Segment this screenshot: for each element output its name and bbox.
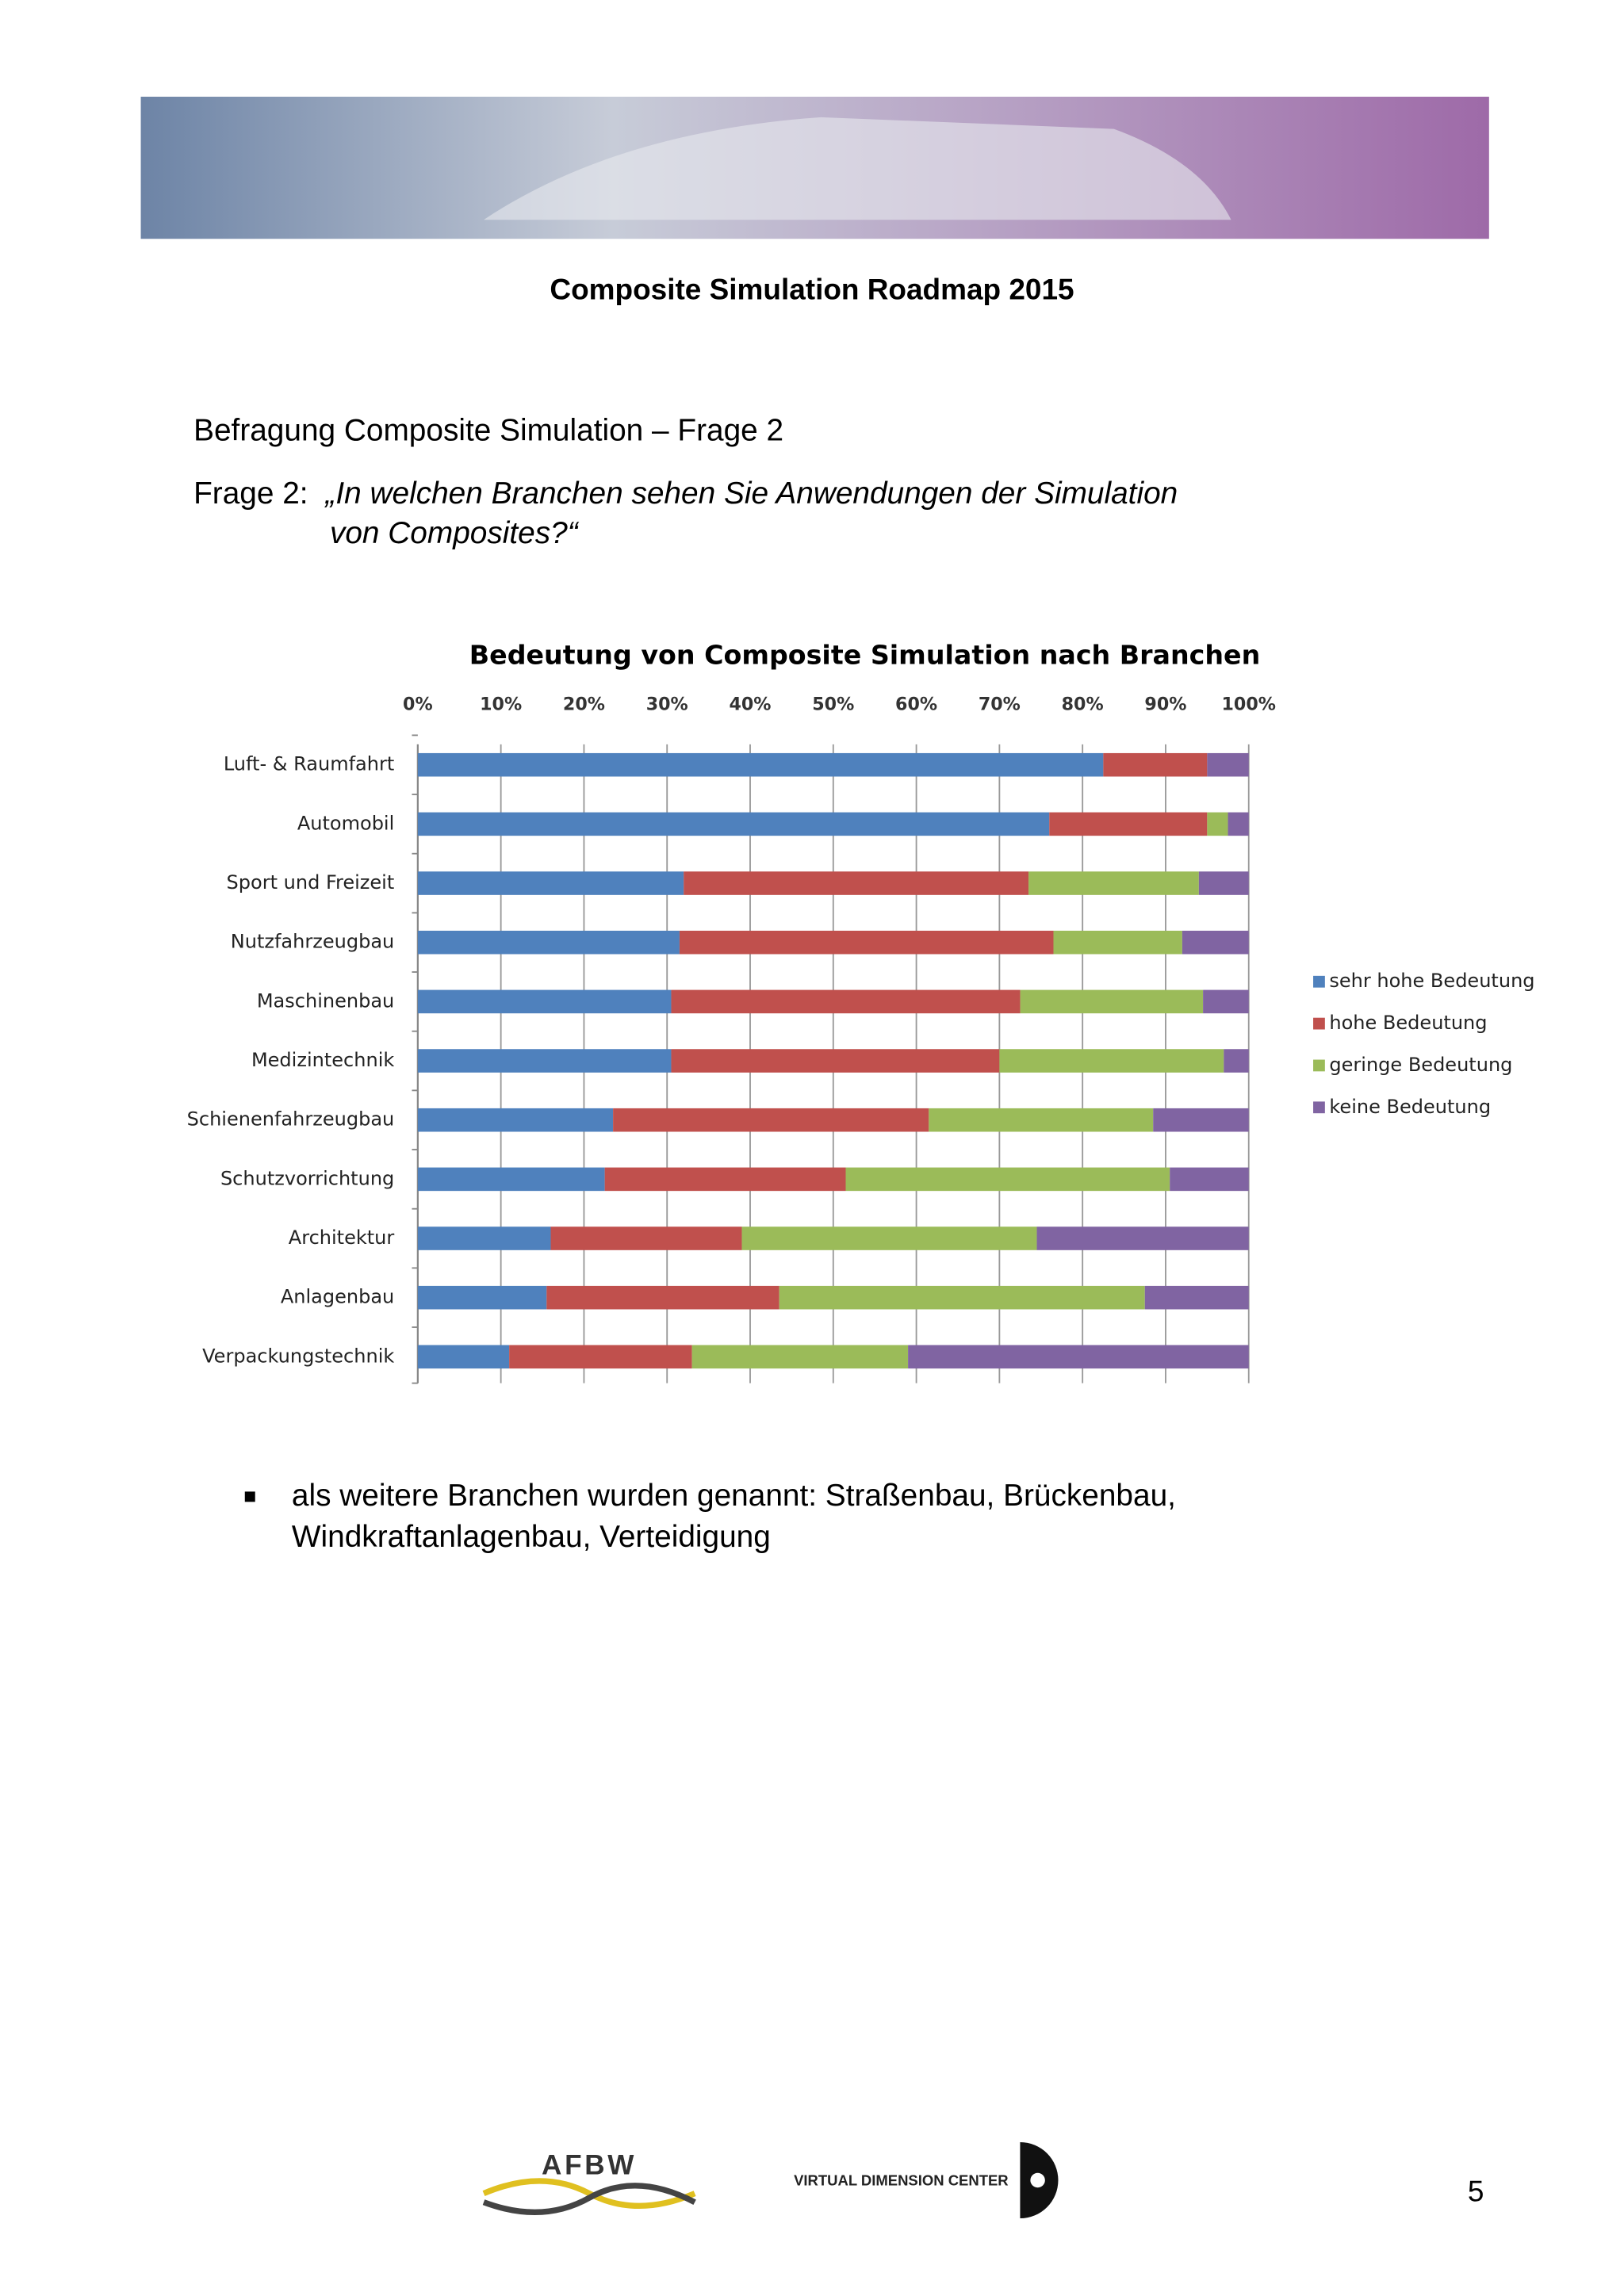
bar-segment — [417, 1345, 510, 1369]
bar-segment — [550, 1226, 742, 1250]
x-tick-label: 50% — [812, 694, 854, 714]
x-tick-label: 10% — [480, 694, 522, 714]
bar-segment — [1153, 1108, 1249, 1132]
bar-segment — [417, 1285, 547, 1310]
bar-segment — [999, 1049, 1224, 1073]
bar-segment — [1207, 752, 1249, 777]
bar-segment — [417, 752, 1104, 777]
bar-segment — [741, 1226, 1037, 1250]
legend-swatch — [1313, 1059, 1325, 1072]
bar-segment — [1036, 1226, 1249, 1250]
x-tick-label: 100% — [1222, 694, 1276, 714]
x-tick-label: 20% — [563, 694, 605, 714]
heading: Befragung Composite Simulation – Frage 2 — [193, 413, 783, 447]
header-title: Composite Simulation Roadmap 2015 — [550, 274, 1074, 306]
bar-segment — [1053, 930, 1182, 955]
legend-swatch — [1313, 1101, 1325, 1114]
bar-segment — [1170, 1167, 1249, 1192]
chart: Bedeutung von Composite Simulation nach … — [187, 639, 1535, 1384]
logo-text: VIRTUAL DIMENSION CENTER — [794, 2172, 1009, 2189]
y-tick-label: Verpackungstechnik — [202, 1345, 394, 1367]
y-tick-label: Maschinenbau — [257, 989, 394, 1012]
banner-car — [484, 117, 1231, 220]
bar-segment — [679, 930, 1054, 955]
y-tick-label: Medizintechnik — [251, 1049, 394, 1071]
bar-segment — [1228, 812, 1249, 836]
y-tick-label: Automobil — [297, 812, 394, 834]
logo-text: AFBW — [542, 2150, 637, 2181]
bar-segment — [779, 1285, 1145, 1310]
bar-segment — [1198, 871, 1249, 895]
bar-segment — [417, 1226, 551, 1250]
logo-vdc: VIRTUAL DIMENSION CENTER — [794, 2141, 1059, 2219]
legend-label: sehr hohe Bedeutung — [1329, 970, 1534, 992]
bar-segment — [1103, 752, 1208, 777]
chart-title: Bedeutung von Composite Simulation nach … — [469, 639, 1260, 670]
x-tick-label: 40% — [729, 694, 771, 714]
bar-segment — [1203, 989, 1249, 1014]
legend-swatch — [1313, 975, 1325, 988]
bar-segment — [613, 1108, 929, 1132]
bar-segment — [417, 1049, 672, 1073]
bar-segment — [417, 812, 1050, 836]
bar-segment — [1144, 1285, 1249, 1310]
x-tick-label: 0% — [403, 694, 433, 714]
bar-segment — [929, 1108, 1154, 1132]
bar-segment — [509, 1345, 692, 1369]
bar-segment — [417, 989, 672, 1014]
bar-segment — [671, 989, 1021, 1014]
legend-label: keine Bedeutung — [1329, 1096, 1491, 1118]
bar-segment — [1028, 871, 1199, 895]
bar-segment — [1224, 1049, 1249, 1073]
x-tick-label: 80% — [1062, 694, 1104, 714]
y-tick-label: Architektur — [289, 1226, 395, 1249]
bullet-marker — [244, 1491, 255, 1502]
question-prefix: Frage 2: — [193, 476, 308, 511]
bar-segment — [671, 1049, 1000, 1073]
page-number: 5 — [1468, 2175, 1484, 2207]
bar-segment — [845, 1167, 1170, 1192]
bar-segment — [691, 1345, 909, 1369]
y-tick-label: Luft- & Raumfahrt — [224, 753, 394, 775]
bar-segment — [908, 1345, 1249, 1369]
bar-segment — [546, 1285, 779, 1310]
y-tick-label: Nutzfahrzeugbau — [231, 931, 395, 953]
legend-label: geringe Bedeutung — [1329, 1054, 1512, 1076]
bar-segment — [684, 871, 1029, 895]
x-tick-label: 60% — [895, 694, 937, 714]
bar-segment — [417, 1108, 614, 1132]
legend-label: hohe Bedeutung — [1329, 1012, 1487, 1034]
y-tick-label: Anlagenbau — [281, 1286, 394, 1308]
bar-segment — [1020, 989, 1204, 1014]
bar-segment — [1207, 812, 1228, 836]
x-tick-label: 70% — [979, 694, 1021, 714]
bar-segment — [1049, 812, 1208, 836]
legend-swatch — [1313, 1017, 1325, 1030]
logo-afbw: AFBW — [482, 2150, 696, 2215]
y-tick-label: Schienenfahrzeugbau — [187, 1108, 395, 1131]
y-tick-label: Schutzvorrichtung — [220, 1167, 394, 1189]
x-tick-label: 90% — [1144, 694, 1186, 714]
bullet-text: Windkraftanlagenbau, Verteidigung — [292, 1520, 771, 1554]
x-tick-label: 30% — [646, 694, 688, 714]
bar-segment — [417, 930, 680, 955]
bar-segment — [1182, 930, 1249, 955]
bar-segment — [417, 1167, 605, 1192]
y-tick-label: Sport und Freizeit — [227, 871, 395, 894]
bullet-text: als weitere Branchen wurden genannt: Str… — [292, 1479, 1176, 1513]
bar-segment — [417, 871, 684, 895]
question-line: von Composites?“ — [330, 516, 580, 550]
bar-segment — [604, 1167, 846, 1192]
question-line: „In welchen Branchen sehen Sie Anwendung… — [324, 476, 1178, 511]
